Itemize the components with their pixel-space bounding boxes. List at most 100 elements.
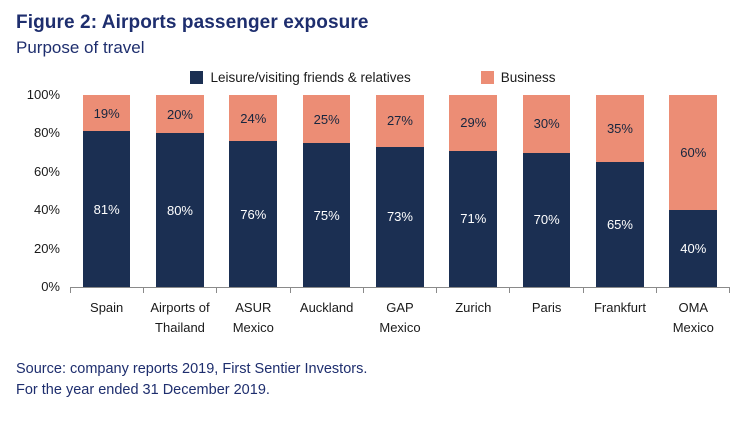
stacked-bar: 75% 25% <box>302 95 351 287</box>
chart-legend: Leisure/visiting friends & relatives Bus… <box>16 70 730 85</box>
legend-item-leisure: Leisure/visiting friends & relatives <box>190 70 411 85</box>
bar-value-label: 29% <box>460 115 487 131</box>
y-tick-label: 20% <box>33 240 60 256</box>
x-axis-label: Auckland <box>299 300 354 315</box>
figure-page: Figure 2: Airports passenger exposure Pu… <box>16 12 730 401</box>
stacked-bar: 65% 35% <box>596 95 644 287</box>
plot-row: 0% 20% 40% 60% 80% 100% 81% 19% 80% 20% 76% 24% 75%… <box>16 87 730 294</box>
plot-area: 81% 19% 80% 20% 76% 24% 75% 25% 73% 27% 71% 29% 70% 3… <box>70 95 730 288</box>
x-axis-tick <box>362 288 436 293</box>
stacked-bar: 81% 19% <box>82 95 131 287</box>
x-axis-label: OMA Mexico <box>672 300 714 335</box>
y-tick-label: 60% <box>33 163 60 179</box>
bar-value-label: 81% <box>93 201 120 217</box>
bar-column: 80% 20% <box>143 95 216 287</box>
bar-value-label: 60% <box>680 145 707 161</box>
bar-value-label: 24% <box>240 110 267 126</box>
y-axis-spacer <box>16 298 70 337</box>
stacked-bar-chart: Leisure/visiting friends & relatives Bus… <box>16 70 730 337</box>
bar-segment-leisure: 40% <box>669 210 718 287</box>
x-axis-labels: Spain Airports of Thailand ASUR Mexico Auck… <box>70 298 730 337</box>
x-axis-tick <box>436 288 509 293</box>
y-tick-label: 80% <box>33 125 60 141</box>
x-axis-label: Airports of Thailand <box>150 300 210 335</box>
stacked-bar: 70% 30% <box>522 95 571 287</box>
bar-value-label: 75% <box>313 207 340 223</box>
stacked-bar: 73% 27% <box>376 95 424 287</box>
bar-value-label: 27% <box>386 113 413 129</box>
bar-column: 40% 60% <box>657 95 730 287</box>
bar-column: 81% 19% <box>70 95 143 287</box>
x-axis-ticks <box>70 288 730 293</box>
x-axis-tick <box>70 288 143 293</box>
bar-segment-business: 35% <box>596 95 644 163</box>
bar-value-label: 70% <box>533 212 560 228</box>
x-axis-label: Frankfurt <box>593 300 646 315</box>
y-tick-label: 0% <box>41 279 60 294</box>
figure-subtitle: Purpose of travel <box>16 38 145 57</box>
stacked-bar: 40% 60% <box>669 95 718 287</box>
bar-segment-leisure: 73% <box>376 146 424 287</box>
source-line-1: Source: company reports 2019, First Sent… <box>16 361 368 377</box>
bar-segment-business: 25% <box>302 95 351 143</box>
x-axis-labels-row: Spain Airports of Thailand ASUR Mexico Auck… <box>16 298 730 337</box>
y-tick-label: 40% <box>33 202 60 218</box>
bar-value-label: 25% <box>313 111 340 127</box>
source-line-2: For the year ended 31 December 2019. <box>16 382 270 399</box>
y-axis: 0% 20% 40% 60% 80% 100% <box>16 87 70 294</box>
y-tick-label: 100% <box>26 87 60 102</box>
bar-value-label: 30% <box>533 116 560 132</box>
legend-swatch-leisure <box>190 71 204 84</box>
x-axis-tick <box>216 288 289 293</box>
bar-column: 76% 24% <box>217 95 290 287</box>
legend-item-business: Business <box>480 70 556 85</box>
x-axis-tick <box>509 288 582 293</box>
bar-value-label: 40% <box>680 241 707 257</box>
figure-title: Figure 2: Airports passenger exposure <box>16 12 369 33</box>
x-axis-tick <box>582 288 656 293</box>
bar-segment-leisure: 75% <box>302 143 351 287</box>
x-axis-ticks-row <box>16 288 730 293</box>
legend-label-business: Business <box>500 70 556 85</box>
x-axis-label: Zurich <box>455 300 492 315</box>
legend-swatch-business <box>480 71 494 84</box>
bar-value-label: 65% <box>606 217 633 233</box>
bar-column: 75% 25% <box>290 95 363 287</box>
bar-value-label: 20% <box>166 106 193 122</box>
bar-segment-leisure: 81% <box>82 131 131 287</box>
bar-segment-business: 60% <box>669 95 718 211</box>
x-axis-tick <box>655 288 729 293</box>
bar-value-label: 71% <box>460 211 487 227</box>
bar-segment-business: 19% <box>82 95 131 132</box>
bar-column: 73% 27% <box>363 95 436 287</box>
x-axis-label: GAP Mexico <box>379 300 421 335</box>
x-axis-tick <box>143 288 216 293</box>
bar-segment-business: 24% <box>229 95 278 142</box>
bar-segment-business: 20% <box>156 95 204 134</box>
bar-value-label: 80% <box>166 202 193 218</box>
bar-segment-business: 27% <box>376 95 424 147</box>
x-axis-tick <box>289 288 363 293</box>
bar-segment-leisure: 65% <box>596 162 644 287</box>
bar-column: 70% 30% <box>510 95 583 287</box>
x-axis-label: Spain <box>90 300 124 315</box>
bar-segment-leisure: 76% <box>229 141 278 287</box>
source-note: Source: company reports 2019, First Sent… <box>16 359 730 401</box>
bar-value-label: 19% <box>93 105 120 121</box>
bar-segment-leisure: 80% <box>156 133 204 287</box>
legend-label-leisure: Leisure/visiting friends & relatives <box>210 70 411 85</box>
stacked-bar: 76% 24% <box>229 95 278 287</box>
bar-column: 71% 29% <box>437 95 510 287</box>
bar-segment-business: 30% <box>522 95 571 153</box>
bar-segment-business: 29% <box>449 95 498 151</box>
bar-segment-leisure: 71% <box>449 150 498 287</box>
bar-column: 65% 35% <box>583 95 656 287</box>
bar-segment-leisure: 70% <box>522 152 571 287</box>
stacked-bar: 71% 29% <box>449 95 498 287</box>
bar-value-label: 76% <box>240 206 267 222</box>
bar-value-label: 73% <box>386 209 413 225</box>
x-axis-label: ASUR Mexico <box>232 300 274 335</box>
stacked-bar: 80% 20% <box>156 95 204 287</box>
x-axis-label: Paris <box>531 300 562 315</box>
bar-value-label: 35% <box>606 121 633 137</box>
